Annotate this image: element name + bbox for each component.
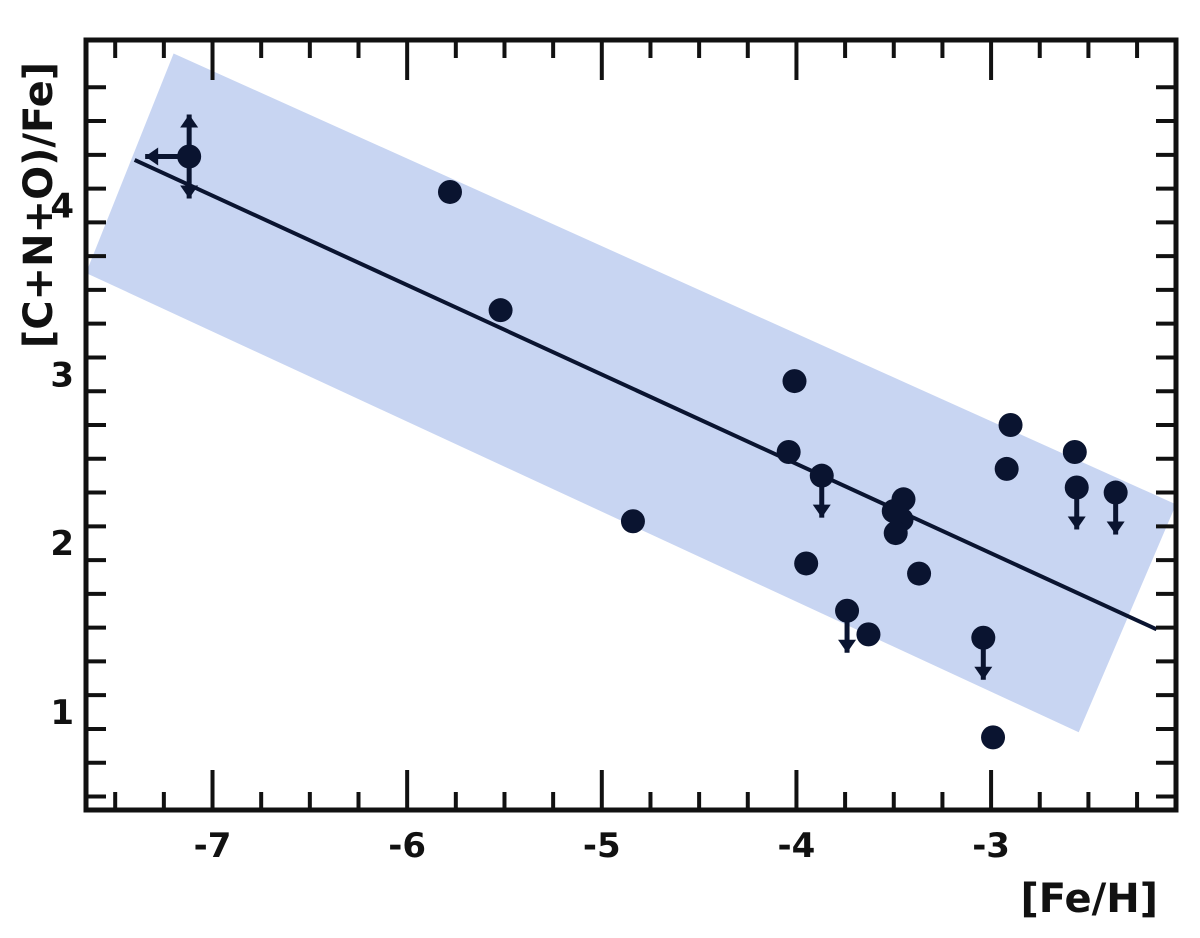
data-point bbox=[1064, 475, 1089, 500]
x-tick-label: -6 bbox=[388, 826, 426, 866]
data-points bbox=[145, 114, 1128, 750]
axis-ticks bbox=[86, 40, 1176, 810]
x-tick-label: -3 bbox=[972, 826, 1010, 866]
data-point bbox=[835, 598, 860, 623]
x-tick-label: -7 bbox=[194, 826, 232, 866]
data-point bbox=[994, 456, 1019, 481]
data-point bbox=[891, 487, 916, 512]
data-point bbox=[437, 179, 462, 204]
data-point bbox=[776, 440, 801, 465]
data-point bbox=[883, 521, 908, 546]
data-point bbox=[794, 551, 819, 576]
data-point bbox=[1103, 480, 1128, 505]
scatter-band bbox=[86, 53, 1176, 733]
data-point bbox=[971, 625, 996, 650]
y-tick-label: 1 bbox=[50, 693, 74, 733]
x-axis-title: [Fe/H] bbox=[1021, 876, 1158, 922]
data-point bbox=[782, 369, 807, 394]
data-point bbox=[177, 144, 202, 169]
data-point bbox=[998, 413, 1023, 437]
data-point bbox=[907, 561, 932, 586]
data-point bbox=[856, 622, 881, 647]
x-tick-label: -4 bbox=[778, 826, 816, 866]
y-tick-label: 2 bbox=[50, 524, 74, 564]
data-point bbox=[620, 509, 645, 534]
data-point bbox=[981, 725, 1006, 750]
tick-labels: -7 -6 -5 -4 -3 1 2 3 4 bbox=[50, 186, 1010, 866]
y-axis-title: [C+N+O)/Fe] bbox=[16, 62, 62, 348]
data-point bbox=[488, 298, 513, 323]
fit-line bbox=[133, 158, 1158, 632]
y-tick-label: 4 bbox=[50, 186, 74, 226]
plot-area bbox=[86, 53, 1176, 750]
x-tick-label: -5 bbox=[583, 826, 621, 866]
y-tick-label: 3 bbox=[50, 355, 74, 395]
data-point bbox=[809, 463, 834, 488]
data-point bbox=[1062, 440, 1087, 465]
